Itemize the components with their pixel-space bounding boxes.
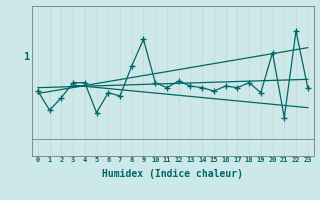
X-axis label: Humidex (Indice chaleur): Humidex (Indice chaleur) bbox=[102, 169, 243, 179]
